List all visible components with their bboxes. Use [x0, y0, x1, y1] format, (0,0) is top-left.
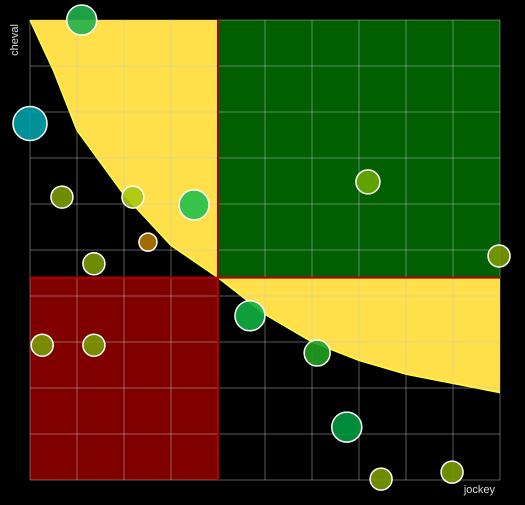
bubble [138, 232, 158, 252]
bubble [369, 467, 393, 491]
bubble [12, 105, 48, 142]
marks [12, 4, 511, 491]
bubble [234, 300, 266, 332]
bubble [487, 244, 511, 268]
good-zone [218, 20, 500, 278]
x-axis-label: jockey [463, 484, 496, 496]
bubble [82, 333, 106, 357]
grid [29, 19, 501, 481]
bubble [30, 333, 54, 357]
bubble [121, 185, 145, 209]
bubble [331, 411, 363, 443]
curve-line [29, 19, 501, 394]
bad-zone [30, 277, 218, 480]
bubble [440, 460, 464, 484]
zones [29, 19, 501, 480]
bubble [355, 169, 381, 195]
bubble [303, 339, 331, 367]
bubble [50, 185, 74, 209]
bubble [82, 252, 106, 276]
bubble [178, 189, 210, 221]
bubble [65, 4, 98, 36]
y-axis-label: cheval [9, 24, 21, 56]
